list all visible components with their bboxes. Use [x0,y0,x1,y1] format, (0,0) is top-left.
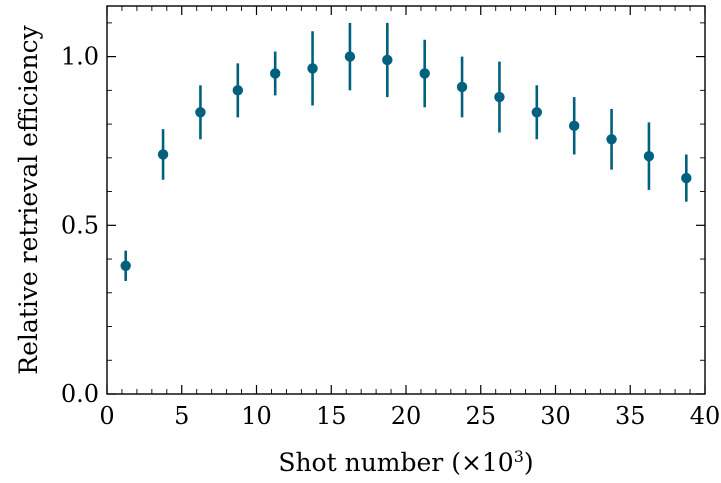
x-tick-label: 0 [99,402,114,430]
data-point [643,150,655,162]
data-point [606,134,617,145]
labels-layer: 0 5 10 15 20 25 30 35 40 0.0 0.5 1.0 [61,43,720,430]
y-tick-label: 1.0 [61,43,99,71]
x-tick-label: 30 [540,402,571,430]
y-axis-label: Relative retrieval efficiency [14,24,43,374]
data-point [120,260,131,271]
ticks-layer [106,6,706,395]
data-point [494,91,505,103]
x-tick-label: 40 [690,402,721,430]
data-point [568,120,580,131]
x-axis-label: Shot number (×103) [278,447,533,478]
data-point [157,149,169,160]
data-point [344,51,356,62]
x-tick-label: 15 [316,402,347,430]
marks-layer [120,22,692,281]
y-tick-label: 0.0 [61,380,99,408]
data-point [382,54,393,66]
y-tick-label: 0.5 [61,211,99,239]
data-point [419,68,430,79]
data-point [232,85,244,96]
data-point [456,81,468,93]
data-point [269,68,281,79]
data-point [195,107,206,118]
x-tick-label: 5 [174,402,189,430]
x-tick-label: 35 [615,402,646,430]
data-point [531,107,543,118]
x-tick-label: 20 [391,402,422,430]
x-axis-label-suffix: ) [524,448,534,477]
data-point [681,172,692,184]
x-tick-label: 25 [465,402,496,430]
data-point [307,63,318,74]
x-axis-label-main: Shot number (×10 [278,448,513,477]
plot-frame [106,5,706,395]
x-axis-label-superscript: 3 [514,447,524,466]
x-tick-label: 10 [241,402,272,430]
